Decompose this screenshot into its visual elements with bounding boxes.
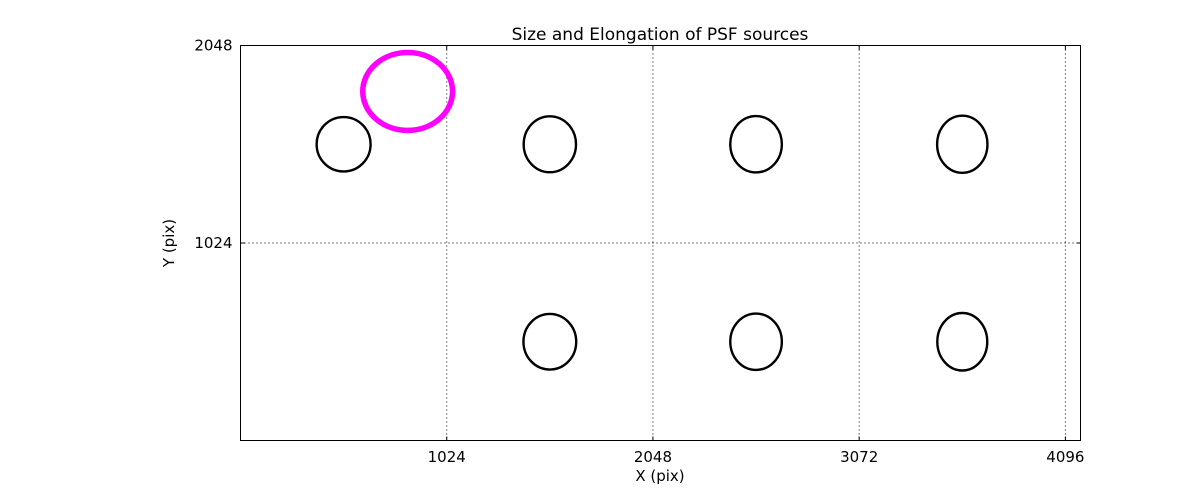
x-tick-label-2048: 2048 [634,448,672,466]
psf-source-ellipse-6 [936,311,989,372]
psf-source-ellipse-1 [522,115,578,174]
y-tick-label-2048: 2048 [194,37,232,55]
x-tick-label-1024: 1024 [428,448,466,466]
plot-border [240,45,1081,441]
psf-source-ellipse-2 [729,114,784,174]
x-tick-label-3072: 3072 [840,448,878,466]
psf-source-ellipse-3 [935,114,989,174]
psf-highlight-ellipse [359,49,456,134]
x-tick-label-4096: 4096 [1046,448,1084,466]
chart-title: Size and Elongation of PSF sources [512,25,809,45]
psf-source-ellipse-4 [522,312,578,371]
tick-label-layer: 1024 2048 3072 4096 1024 2048 [194,37,1084,467]
x-axis-label: X (pix) [635,467,684,485]
y-tick-label-1024: 1024 [194,234,232,252]
y-axis-label: Y (pix) [160,219,178,268]
psf-source-ellipse-0 [315,115,372,173]
ellipse-layer [315,49,989,372]
psf-source-ellipse-5 [729,312,784,372]
